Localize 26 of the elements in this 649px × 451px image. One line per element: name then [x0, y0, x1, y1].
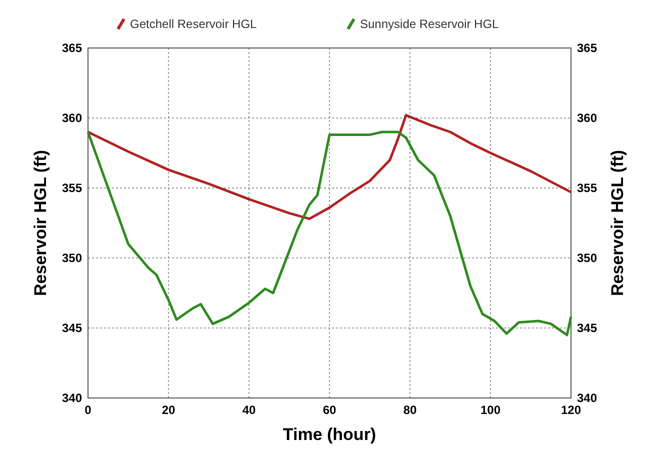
x-tick-label: 100 — [480, 403, 501, 417]
y2-tick-label: 340 — [577, 391, 598, 405]
y-tick-label: 345 — [62, 321, 82, 335]
y2-axis-title: Reservoir HGL (ft) — [608, 150, 627, 296]
y-tick-label: 350 — [62, 251, 82, 265]
legend-label: Getchell Reservoir HGL — [130, 17, 258, 31]
y2-tick-label: 365 — [577, 41, 598, 55]
y-tick-label: 340 — [62, 391, 82, 405]
x-axis-title: Time (hour) — [282, 425, 376, 444]
y-tick-label: 355 — [62, 181, 82, 195]
x-tick-label: 80 — [403, 403, 417, 417]
legend-label: Sunnyside Reservoir HGL — [360, 17, 500, 31]
y-tick-label: 365 — [62, 41, 82, 55]
y2-tick-label: 360 — [577, 111, 598, 125]
x-tick-label: 20 — [162, 403, 176, 417]
y2-tick-label: 355 — [577, 181, 598, 195]
x-tick-label: 40 — [242, 403, 256, 417]
line-series — [86, 114, 572, 220]
y-tick-label: 360 — [62, 111, 82, 125]
y2-tick-label: 345 — [577, 321, 598, 335]
x-tick-label: 60 — [322, 403, 336, 417]
y2-tick-label: 350 — [577, 251, 598, 265]
line-series — [86, 130, 572, 336]
y-axis-title: Reservoir HGL (ft) — [31, 150, 50, 296]
x-tick-label: 120 — [560, 403, 582, 417]
x-tick-label: 0 — [84, 403, 92, 417]
